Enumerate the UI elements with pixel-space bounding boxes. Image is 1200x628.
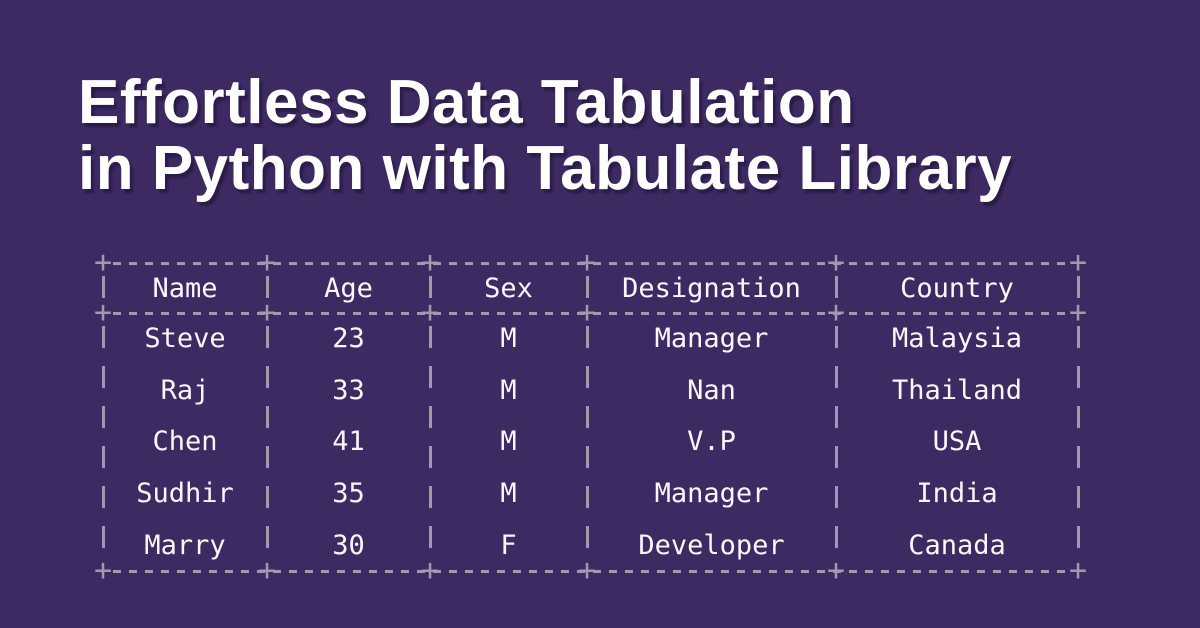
table-cell: M xyxy=(500,426,517,458)
table-cell: 23 xyxy=(332,323,365,355)
table-cell: Raj xyxy=(160,374,210,406)
table-cell: India xyxy=(916,478,998,510)
table-cell: Steve xyxy=(144,323,226,355)
table-cell: Manager xyxy=(654,478,769,510)
table-cell: Nan xyxy=(687,374,736,406)
table-cell: 30 xyxy=(332,529,365,561)
table-cell: M xyxy=(500,323,517,355)
table-cell: V.P xyxy=(687,426,736,458)
table-cell: Chen xyxy=(152,426,218,458)
table-cell: 33 xyxy=(332,374,365,406)
table-cell: Manager xyxy=(654,323,769,355)
table-cell: Marry xyxy=(144,529,226,561)
table-cell: Sudhir xyxy=(136,478,234,510)
title-line-2: in Python with Tabulate Library xyxy=(78,134,1013,203)
column-header: Age xyxy=(324,272,373,304)
table-cell: 35 xyxy=(332,478,365,510)
page-title: Effortless Data Tabulation in Python wit… xyxy=(78,70,1012,202)
table-cell: Thailand xyxy=(891,374,1023,406)
ascii-table: + + + + + + + + + + + + + + + + + + Name Age Sex Designation… xyxy=(94,248,1087,586)
table-cell: M xyxy=(500,374,517,406)
title-line-1: Effortless Data Tabulation xyxy=(78,68,855,137)
column-header: Sex xyxy=(484,272,533,304)
table-cell: Developer xyxy=(638,529,785,561)
table-cell: Canada xyxy=(908,529,1006,561)
column-header: Country xyxy=(900,272,1014,304)
column-header: Designation xyxy=(622,272,801,304)
column-header: Name xyxy=(152,272,218,304)
table-cell: 41 xyxy=(332,426,365,458)
table-cell: USA xyxy=(932,426,982,458)
table-cell: M xyxy=(500,478,517,510)
table-cell: F xyxy=(500,529,517,561)
table-cell: Malaysia xyxy=(891,323,1023,355)
data-table: Name Age Sex Designation Country Steve 23 M Mana… xyxy=(103,263,1078,571)
